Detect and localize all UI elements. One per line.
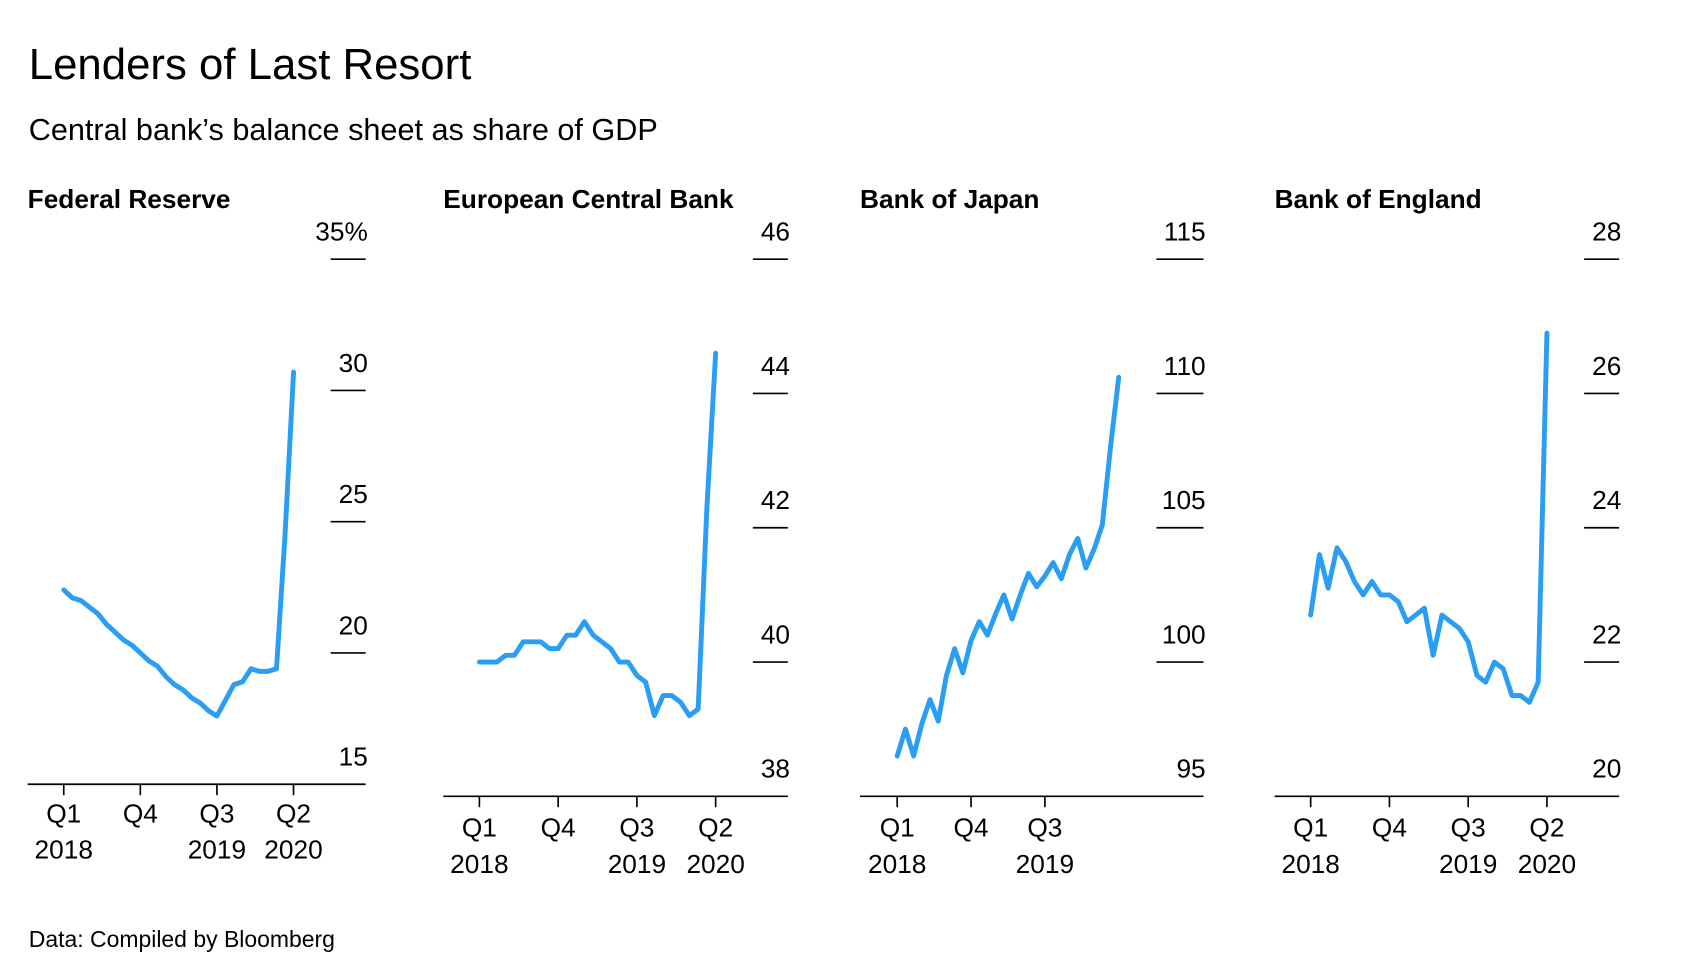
y-tick-label: 20	[1592, 754, 1621, 784]
y-tick-label: 110	[1164, 351, 1206, 381]
x-tick-label-box: Q4	[122, 799, 158, 830]
x-tick-label: Q2 2020	[1517, 813, 1577, 880]
x-tick-label-box: Q2 2020	[1517, 813, 1577, 880]
panel-title: European Central Bank	[443, 184, 734, 214]
chart-subtitle: Central bank’s balance sheet as share of…	[29, 113, 658, 147]
y-tick-label: 25	[339, 479, 368, 509]
x-tick-label: Q4	[540, 813, 576, 844]
y-tick-label: 28	[1592, 217, 1621, 247]
x-tick-label-box: Q4	[953, 813, 989, 844]
x-tick-label: Q3 2019	[607, 813, 667, 880]
y-tick-label: 22	[1592, 619, 1621, 649]
y-tick-label: 24	[1592, 485, 1621, 515]
source-note: Data: Compiled by Bloomberg	[29, 926, 335, 952]
x-tick-label: Q2 2020	[264, 799, 323, 866]
x-tick-label-box: Q2 2020	[686, 813, 745, 880]
x-tick-label-box: Q3 2019	[1015, 813, 1075, 880]
y-tick-label: 44	[761, 351, 790, 381]
y-tick-label: 30	[339, 348, 368, 378]
data-line	[476, 350, 719, 719]
y-tick-label: 100	[1162, 619, 1206, 649]
x-tick-label: Q4	[1371, 813, 1407, 844]
x-tick-label: Q1 2018	[450, 813, 509, 880]
x-tick-label: Q4	[953, 813, 989, 844]
y-tick-label: 115	[1164, 217, 1206, 247]
x-tick-label-box: Q3 2019	[607, 813, 667, 880]
data-line	[894, 374, 1122, 759]
y-tick-label: 38	[761, 754, 790, 784]
x-tick-label: Q4	[122, 799, 158, 830]
x-tick-label: Q2 2020	[686, 813, 745, 880]
x-tick-label-box: Q2 2020	[264, 799, 323, 866]
data-line	[61, 369, 297, 719]
x-tick-label: Q3 2019	[1438, 813, 1498, 880]
chart-title: Lenders of Last Resort	[29, 40, 472, 89]
x-tick-label-box: Q1 2018	[34, 799, 93, 866]
x-tick-label-box: Q3 2019	[187, 799, 247, 866]
x-tick-label: Q1 2018	[868, 813, 927, 880]
y-tick-label: 95	[1176, 754, 1205, 784]
y-tick-label: 40	[761, 619, 790, 649]
x-tick-label-box: Q4	[1371, 813, 1407, 844]
x-tick-label-box: Q1 2018	[1281, 813, 1340, 880]
panel-title: Bank of Japan	[860, 184, 1039, 214]
y-tick-label: 35%	[315, 217, 368, 247]
x-tick-label-box: Q1 2018	[450, 813, 509, 880]
y-tick-label: 26	[1592, 351, 1621, 381]
y-tick-label: 46	[761, 217, 790, 247]
y-tick-label: 20	[339, 610, 368, 640]
x-tick-label: Q1 2018	[34, 799, 93, 866]
panel-title: Federal Reserve	[28, 184, 231, 214]
x-tick-label: Q1 2018	[1281, 813, 1340, 880]
x-tick-label-box: Q1 2018	[868, 813, 927, 880]
data-line	[1308, 330, 1550, 705]
x-tick-label: Q3 2019	[187, 799, 247, 866]
y-tick-label: 42	[761, 485, 790, 515]
x-tick-label-box: Q3 2019	[1438, 813, 1498, 880]
y-tick-label: 105	[1162, 485, 1206, 515]
x-tick-label: Q3 2019	[1015, 813, 1075, 880]
panel-title: Bank of England	[1275, 184, 1482, 214]
x-tick-label-box: Q4	[540, 813, 576, 844]
y-tick-label: 15	[339, 742, 368, 772]
